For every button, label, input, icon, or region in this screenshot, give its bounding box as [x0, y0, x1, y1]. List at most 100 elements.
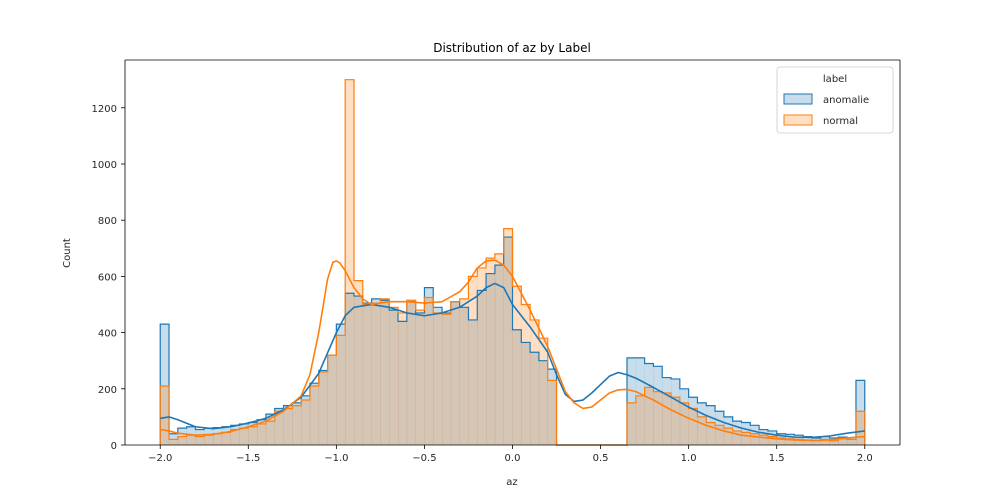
bar-anomalie-30	[424, 287, 434, 445]
y-tick-label: 0	[111, 441, 117, 452]
bar-anomalie-32	[442, 312, 452, 445]
bar-normal-44	[547, 380, 557, 445]
legend-swatch-normal	[783, 114, 813, 126]
bar-anomalie-38	[494, 265, 504, 445]
bar-normal-72	[794, 439, 804, 445]
bar-anomalie-27	[398, 321, 408, 445]
y-tick-label: 1000	[92, 160, 117, 171]
bar-anomalie-17	[309, 383, 320, 445]
kde-curves	[160, 259, 865, 442]
bar-normal-71	[785, 438, 795, 445]
bar-anomalie-0	[160, 324, 170, 445]
bar-anomalie-56	[653, 366, 663, 445]
bar-normal-18	[318, 371, 328, 445]
bar-anomalie-18	[318, 370, 328, 445]
bar-normal-33	[450, 301, 460, 445]
bar-anomalie-24	[371, 298, 381, 445]
y-ticks: 0 200 400 600 800 1000 1200	[92, 104, 125, 452]
bar-normal-38	[494, 253, 504, 445]
bar-normal-30	[424, 297, 434, 445]
x-tick-label: −0.5	[412, 453, 436, 464]
bar-normal-35	[468, 276, 478, 445]
bar-normal-43	[538, 338, 549, 445]
x-tick-label: 1.0	[681, 453, 697, 464]
legend-frame	[776, 66, 894, 134]
bar-normal-54	[635, 395, 645, 445]
bar-normal-39	[503, 228, 513, 445]
bar-anomalie-14	[283, 405, 293, 445]
x-axis-title: az	[506, 477, 517, 488]
legend: label anomalie normal	[776, 66, 894, 134]
bar-anomalie-54	[635, 357, 645, 445]
y-tick-label: 600	[98, 272, 117, 283]
bar-normal-69	[767, 436, 778, 445]
bar-anomalie-11	[257, 419, 267, 445]
bar-anomalie-41	[521, 342, 531, 445]
bar-normal-2	[177, 436, 187, 445]
bar-normal-5	[204, 435, 214, 445]
bar-normal-59	[679, 402, 689, 445]
bar-anomalie-12	[265, 414, 276, 445]
bar-anomalie-77	[838, 437, 848, 445]
bar-anomalie-62	[706, 405, 716, 445]
bar-anomalie-78	[847, 439, 857, 445]
bar-anomalie-3	[186, 426, 196, 445]
bar-normal-12	[265, 421, 276, 445]
bar-normal-1	[169, 439, 179, 445]
bar-normal-68	[759, 435, 769, 445]
bar-normal-61	[697, 416, 707, 445]
bar-anomalie-20	[336, 324, 346, 445]
bar-normal-32	[442, 314, 452, 445]
x-tick-label: −1.5	[236, 453, 260, 464]
bar-anomalie-22	[353, 296, 364, 445]
bar-normal-21	[345, 79, 355, 445]
bar-anomalie-37	[486, 273, 496, 445]
step-outline-normal	[159, 79, 866, 446]
bar-anomalie-44	[547, 369, 557, 445]
x-tick-label: 1.5	[769, 453, 785, 464]
bar-normal-26	[389, 307, 399, 445]
bar-anomalie-63	[715, 411, 725, 445]
bar-anomalie-6	[213, 427, 223, 445]
bar-anomalie-39	[503, 237, 513, 445]
bar-normal-74	[811, 440, 822, 445]
y-tick-label: 1200	[92, 104, 117, 115]
bar-normal-60	[688, 408, 698, 445]
bar-anomalie-55	[644, 363, 654, 445]
bar-anomalie-67	[750, 425, 760, 445]
bar-anomalie-28	[406, 301, 416, 445]
bar-normal-34	[459, 298, 469, 445]
bar-anomalie-43	[538, 360, 549, 445]
bar-anomalie-35	[468, 319, 478, 445]
x-tick-label: 0.5	[593, 453, 609, 464]
bar-normal-19	[327, 355, 337, 445]
bar-normal-70	[776, 437, 786, 445]
bar-anomalie-4	[195, 429, 205, 445]
legend-label-normal: normal	[823, 116, 858, 127]
bar-normal-73	[803, 439, 813, 445]
bar-anomalie-31	[433, 307, 443, 445]
kde-line-normal	[160, 259, 865, 442]
y-axis-title: Count	[62, 238, 73, 268]
bar-anomalie-25	[380, 300, 390, 445]
bar-anomalie-10	[248, 422, 258, 445]
bar-anomalie-36	[477, 290, 487, 445]
bar-normal-15	[292, 405, 302, 445]
x-tick-label: 2.0	[857, 453, 873, 464]
bar-anomalie-40	[512, 329, 522, 445]
bar-normal-7	[221, 432, 231, 445]
bar-anomalie-57	[662, 377, 672, 445]
bar-normal-27	[398, 312, 408, 445]
bar-normal-4	[195, 436, 205, 445]
bar-anomalie-74	[811, 437, 822, 445]
bar-anomalie-29	[415, 312, 425, 445]
bar-anomalie-53	[626, 357, 637, 445]
x-ticks: −2.0 −1.5 −1.0 −0.5 0.0 0.5 1.0 1.5 2.0	[148, 445, 873, 464]
bar-normal-56	[653, 391, 663, 445]
bar-normal-37	[486, 258, 496, 445]
bar-normal-67	[750, 433, 760, 445]
bar-normal-64	[723, 428, 733, 445]
bar-anomalie-65	[732, 421, 742, 445]
bar-anomalie-34	[459, 307, 469, 445]
